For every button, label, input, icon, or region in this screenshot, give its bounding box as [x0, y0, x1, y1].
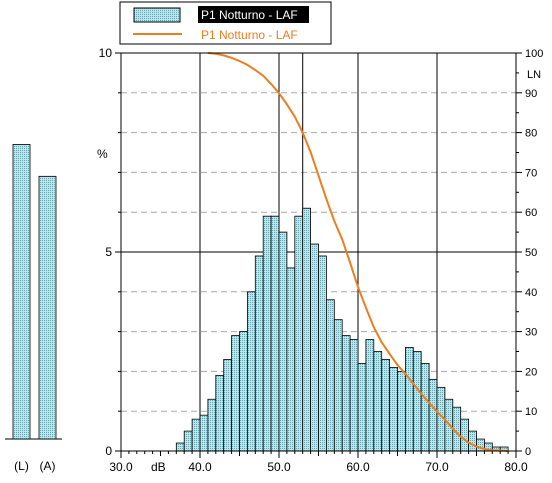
- right-tick-label: 0: [525, 446, 531, 458]
- histogram-bar: [333, 319, 343, 452]
- histogram-bar: [254, 255, 264, 452]
- histogram-bar: [381, 359, 391, 452]
- histogram-bar: [460, 418, 470, 452]
- x-tick-label: 30.0: [109, 460, 133, 474]
- right-tick-label: 30: [525, 327, 537, 339]
- right-tick-label: 50: [525, 247, 537, 259]
- x-tick-label: 80.0: [504, 460, 528, 474]
- histogram-bar: [397, 370, 406, 452]
- x-tick-label: 50.0: [267, 460, 291, 474]
- summary-bar: [12, 144, 31, 440]
- histogram-bar: [183, 430, 193, 452]
- histogram-bar: [349, 339, 359, 452]
- right-tick-label: 10: [525, 406, 537, 418]
- left-tick-label: 5: [105, 245, 112, 259]
- right-axis-label: LN: [527, 69, 541, 81]
- right-tick-label: 40: [525, 287, 537, 299]
- histogram-bar: [207, 398, 217, 452]
- legend: P1 Notturno - LAF P1 Notturno - LAF: [119, 1, 332, 45]
- histogram-bar: [302, 207, 312, 452]
- histogram-bar: [175, 442, 185, 452]
- histogram-bar: [341, 335, 351, 452]
- histogram-bar: [239, 331, 248, 452]
- histogram-bar: [270, 215, 280, 452]
- histogram-bar: [191, 418, 201, 452]
- histogram-bar: [428, 378, 438, 452]
- right-tick-label: 100: [525, 48, 543, 60]
- histogram-bar: [246, 291, 256, 452]
- histogram-bar: [412, 351, 422, 452]
- histogram-bar: [310, 243, 319, 452]
- histogram-bar: [389, 367, 398, 452]
- legend-bar-label: P1 Notturno - LAF: [201, 8, 298, 22]
- histogram-bar: [373, 351, 383, 452]
- x-tick-label: 40.0: [188, 460, 212, 474]
- histogram-bar: [325, 299, 335, 452]
- summary-bar: [38, 175, 57, 440]
- histogram-bar: [318, 255, 327, 452]
- legend-bar-label-highlight: [198, 6, 309, 23]
- histogram-bar: [231, 335, 240, 452]
- x-axis-unit: dB: [151, 460, 166, 474]
- histogram-bar: [420, 363, 430, 452]
- histogram-bar: [278, 231, 288, 452]
- histogram-bar: [262, 215, 272, 452]
- y-axis-label: %: [97, 147, 108, 161]
- legend-line-label: P1 Notturno - LAF: [201, 28, 298, 42]
- right-tick-label: 80: [525, 128, 537, 140]
- histogram-bar: [215, 374, 225, 452]
- summary-bar-label: (L): [14, 459, 29, 473]
- right-tick-label: 60: [525, 207, 537, 219]
- left-tick-label: 10: [99, 46, 113, 60]
- right-tick-label: 70: [525, 167, 537, 179]
- left-tick-label: 0: [105, 444, 112, 458]
- right-tick-label: 90: [525, 88, 537, 100]
- histogram-bar: [468, 430, 477, 452]
- histogram-bar: [404, 347, 414, 452]
- histogram-bar: [286, 267, 296, 452]
- summary-bars: (L) (A): [5, 144, 62, 473]
- x-tick-label: 60.0: [346, 460, 370, 474]
- x-tick-label: 70.0: [425, 460, 449, 474]
- histogram-bar: [294, 215, 304, 452]
- legend-bar-swatch: [133, 7, 181, 23]
- histogram-bar: [357, 363, 367, 452]
- histogram-bar: [199, 414, 209, 452]
- summary-bar-label: (A): [40, 459, 56, 473]
- histogram-bar: [223, 359, 232, 452]
- right-tick-label: 20: [525, 366, 537, 378]
- histogram-bar: [365, 339, 375, 452]
- cumulative-line: [207, 52, 509, 452]
